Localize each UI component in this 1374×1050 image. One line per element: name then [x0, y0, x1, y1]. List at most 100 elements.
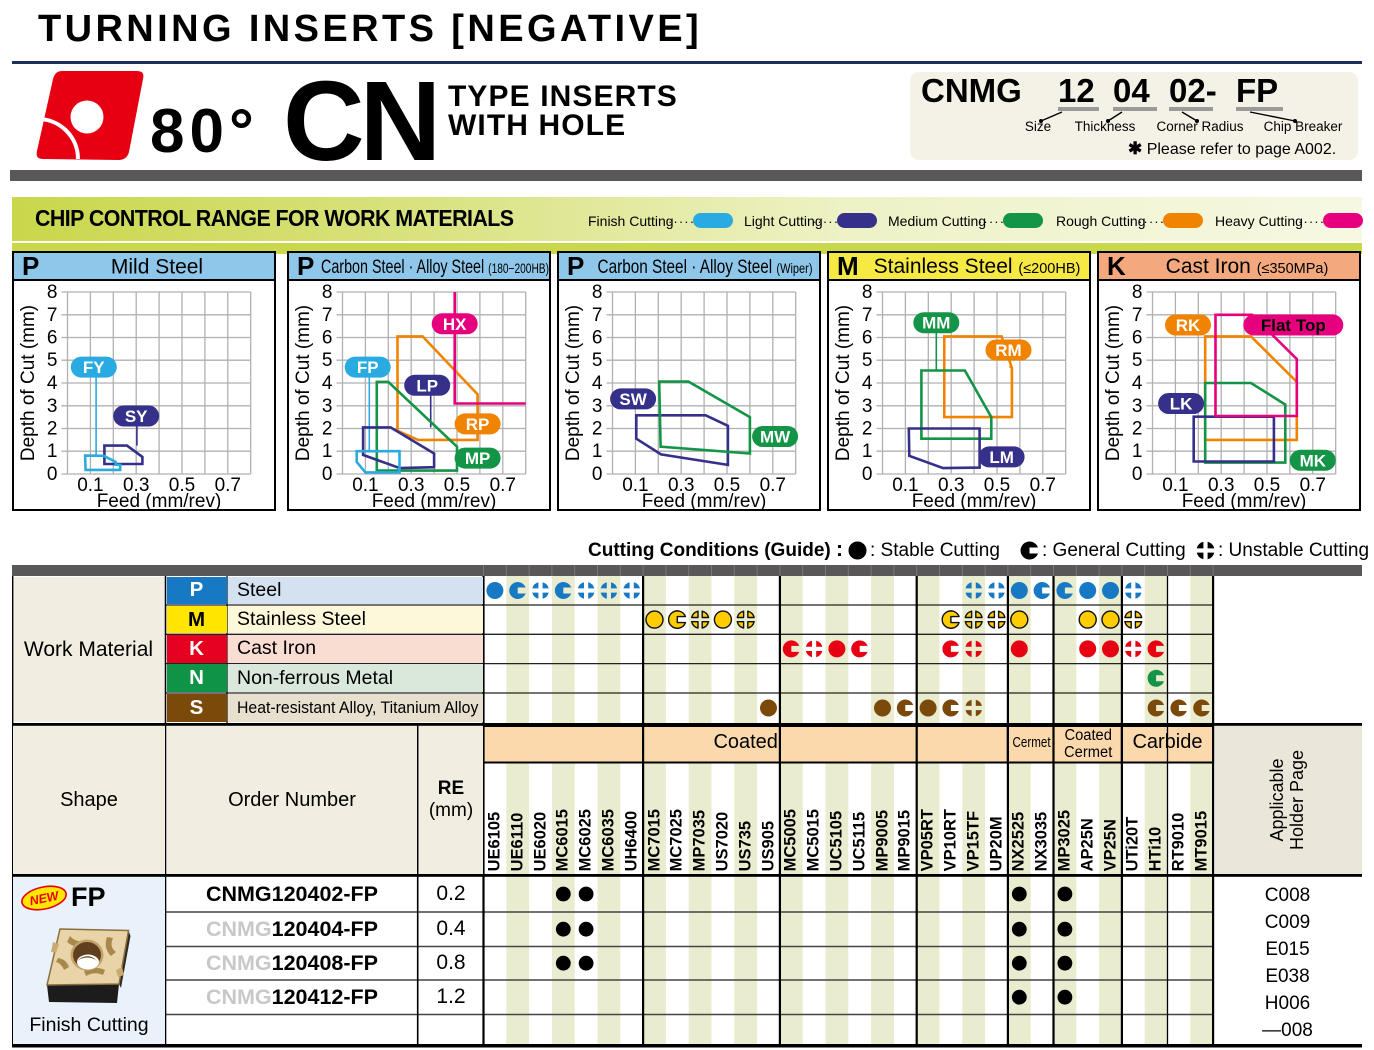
svg-text:4: 4 — [1132, 373, 1143, 394]
svg-text:2: 2 — [592, 419, 603, 440]
svg-text:0.5: 0.5 — [714, 475, 740, 496]
svg-text:0.1: 0.1 — [77, 475, 103, 496]
svg-text:7: 7 — [1132, 305, 1143, 326]
svg-text:6: 6 — [1132, 328, 1143, 349]
svg-text:0.3: 0.3 — [398, 475, 424, 496]
svg-text:1: 1 — [862, 441, 873, 462]
svg-text:Cast Iron (≤350MPa): Cast Iron (≤350MPa) — [1166, 255, 1329, 278]
svg-text:LM: LM — [989, 448, 1014, 467]
svg-text:3: 3 — [47, 396, 58, 417]
svg-text:MP: MP — [465, 449, 491, 468]
svg-text:5: 5 — [322, 350, 333, 371]
svg-text:P: P — [297, 251, 314, 281]
svg-text:SY: SY — [125, 407, 148, 426]
svg-text:3: 3 — [862, 396, 873, 417]
svg-text:1: 1 — [322, 441, 333, 462]
svg-text:0.7: 0.7 — [490, 475, 516, 496]
svg-text:5: 5 — [862, 350, 873, 371]
svg-text:Depth of Cut (mm): Depth of Cut (mm) — [563, 305, 584, 461]
svg-text:2: 2 — [322, 419, 333, 440]
svg-text:5: 5 — [47, 350, 58, 371]
svg-text:P: P — [22, 251, 39, 281]
svg-text:RM: RM — [995, 341, 1021, 360]
svg-text:Mild Steel: Mild Steel — [111, 256, 203, 279]
svg-text:0: 0 — [47, 464, 58, 485]
svg-text:0.3: 0.3 — [1208, 475, 1234, 496]
svg-text:8: 8 — [862, 282, 873, 303]
svg-text:Feed (mm/rev): Feed (mm/rev) — [1182, 491, 1307, 511]
svg-text:0: 0 — [592, 464, 603, 485]
svg-text:5: 5 — [592, 350, 603, 371]
svg-text:0.3: 0.3 — [123, 475, 149, 496]
svg-text:Depth of Cut (mm): Depth of Cut (mm) — [18, 305, 39, 461]
svg-text:2: 2 — [47, 419, 58, 440]
svg-text:3: 3 — [592, 396, 603, 417]
svg-text:7: 7 — [47, 305, 58, 326]
svg-text:Feed (mm/rev): Feed (mm/rev) — [642, 491, 767, 511]
svg-text:0.1: 0.1 — [1162, 475, 1188, 496]
svg-text:M: M — [837, 251, 859, 281]
svg-text:1: 1 — [592, 441, 603, 462]
svg-text:4: 4 — [47, 373, 58, 394]
svg-text:0.5: 0.5 — [169, 475, 195, 496]
svg-text:6: 6 — [322, 328, 333, 349]
svg-text:3: 3 — [1132, 396, 1143, 417]
svg-text:Carbon Steel · Alloy Steel (Wi: Carbon Steel · Alloy Steel (Wiper) — [598, 256, 813, 278]
svg-text:Feed (mm/rev): Feed (mm/rev) — [372, 491, 497, 511]
svg-text:RK: RK — [1176, 316, 1201, 335]
svg-text:4: 4 — [592, 373, 603, 394]
svg-text:Feed (mm/rev): Feed (mm/rev) — [97, 491, 222, 511]
svg-text:RP: RP — [466, 415, 490, 434]
svg-text:8: 8 — [592, 282, 603, 303]
svg-text:0: 0 — [862, 464, 873, 485]
svg-text:1: 1 — [1132, 441, 1143, 462]
svg-text:8: 8 — [1132, 282, 1143, 303]
svg-text:0: 0 — [322, 464, 333, 485]
svg-text:FY: FY — [83, 358, 105, 377]
svg-text:Depth of Cut (mm): Depth of Cut (mm) — [293, 305, 314, 461]
svg-text:Depth of Cut (mm): Depth of Cut (mm) — [833, 305, 854, 461]
svg-text:2: 2 — [1132, 419, 1143, 440]
svg-text:0.3: 0.3 — [668, 475, 694, 496]
svg-text:LP: LP — [416, 376, 438, 395]
svg-text:0.5: 0.5 — [984, 475, 1010, 496]
svg-text:MM: MM — [922, 314, 950, 333]
svg-text:0.7: 0.7 — [1030, 475, 1056, 496]
svg-text:0.1: 0.1 — [352, 475, 378, 496]
svg-text:Stainless Steel (≤200HB): Stainless Steel (≤200HB) — [874, 255, 1081, 278]
svg-text:7: 7 — [592, 305, 603, 326]
svg-text:0.7: 0.7 — [1300, 475, 1326, 496]
svg-text:2: 2 — [862, 419, 873, 440]
svg-text:NEW: NEW — [28, 888, 61, 908]
svg-text:4: 4 — [322, 373, 333, 394]
svg-text:1: 1 — [47, 441, 58, 462]
svg-text:0: 0 — [1132, 464, 1143, 485]
svg-text:7: 7 — [862, 305, 873, 326]
svg-text:Flat Top: Flat Top — [1261, 316, 1326, 335]
svg-text:SW: SW — [619, 390, 647, 409]
svg-text:0.1: 0.1 — [892, 475, 918, 496]
svg-text:Carbon Steel · Alloy Steel (18: Carbon Steel · Alloy Steel (180−200HB) — [321, 257, 549, 278]
svg-text:MK: MK — [1300, 451, 1327, 470]
svg-text:0.1: 0.1 — [622, 475, 648, 496]
svg-text:K: K — [1107, 251, 1126, 281]
svg-text:FP: FP — [357, 358, 379, 377]
svg-text:0.5: 0.5 — [444, 475, 470, 496]
svg-text:5: 5 — [1132, 350, 1143, 371]
svg-text:8: 8 — [322, 282, 333, 303]
svg-text:MW: MW — [760, 428, 791, 447]
svg-text:4: 4 — [862, 373, 873, 394]
svg-text:6: 6 — [592, 328, 603, 349]
svg-text:3: 3 — [322, 396, 333, 417]
svg-text:6: 6 — [862, 328, 873, 349]
svg-text:P: P — [567, 251, 584, 281]
svg-text:8: 8 — [47, 282, 58, 303]
svg-text:0.3: 0.3 — [938, 475, 964, 496]
svg-text:Feed (mm/rev): Feed (mm/rev) — [912, 491, 1037, 511]
svg-text:6: 6 — [47, 328, 58, 349]
svg-text:0.7: 0.7 — [760, 475, 786, 496]
svg-text:0.5: 0.5 — [1254, 475, 1280, 496]
svg-text:Depth of Cut (mm): Depth of Cut (mm) — [1103, 305, 1124, 461]
svg-text:0.7: 0.7 — [215, 475, 241, 496]
svg-text:HX: HX — [443, 315, 467, 334]
